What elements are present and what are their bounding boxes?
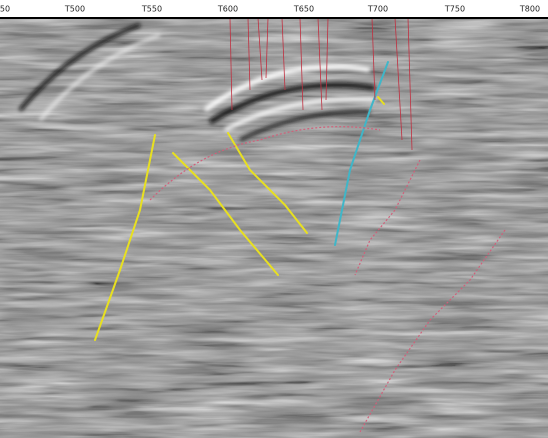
tick-label: T500 — [64, 5, 85, 14]
seismic-texture — [0, 18, 548, 438]
tick-label: T750 — [444, 5, 465, 14]
tick-label: T600 — [217, 5, 238, 14]
tick-label: T700 — [367, 5, 388, 14]
tick-label: T800 — [519, 5, 540, 14]
seismic-view: 50 T500 T550 T600 T650 T700 T750 T800 — [0, 0, 548, 438]
tick-label: 50 — [0, 5, 10, 14]
tick-label: T650 — [293, 5, 314, 14]
tick-label: T550 — [141, 5, 162, 14]
